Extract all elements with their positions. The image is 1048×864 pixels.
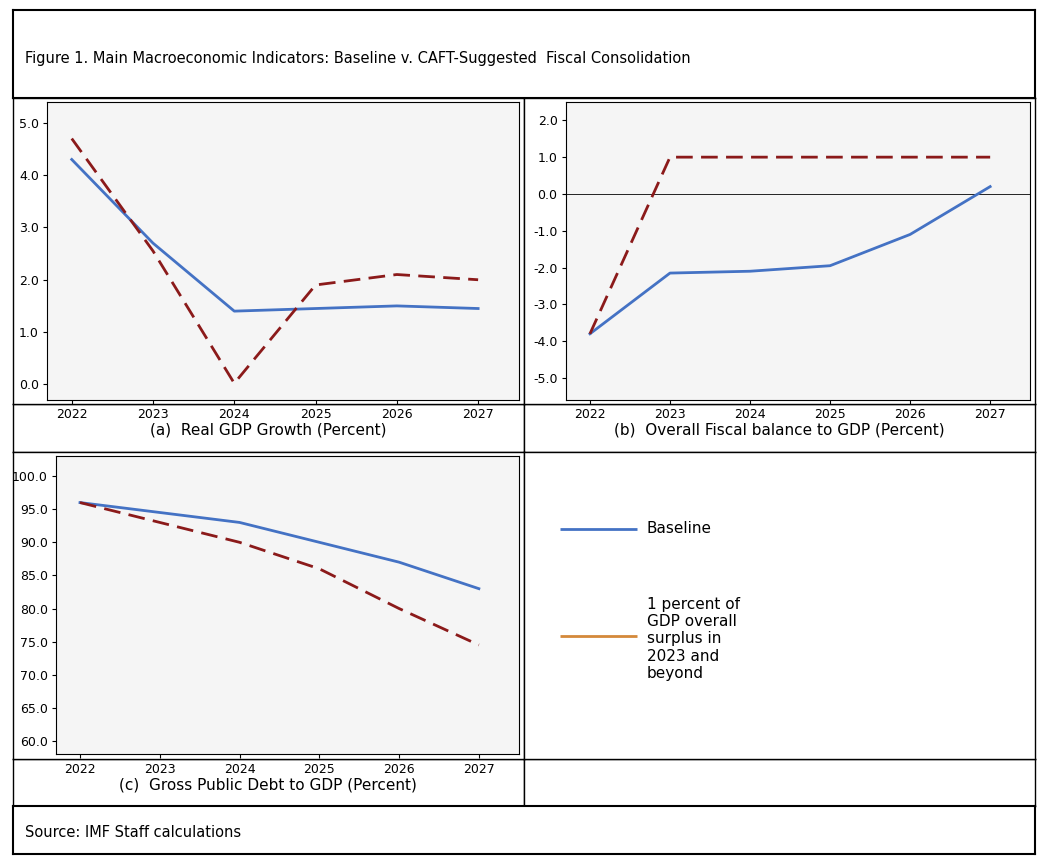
Text: Source: IMF Staff calculations: Source: IMF Staff calculations (25, 825, 241, 840)
Text: Baseline: Baseline (647, 521, 712, 536)
Text: 1 percent of
GDP overall
surplus in
2023 and
beyond: 1 percent of GDP overall surplus in 2023… (647, 597, 740, 682)
Text: (b)  Overall Fiscal balance to GDP (Percent): (b) Overall Fiscal balance to GDP (Perce… (614, 423, 945, 438)
Text: Figure 1. Main Macroeconomic Indicators: Baseline v. CAFT-Suggested  Fiscal Cons: Figure 1. Main Macroeconomic Indicators:… (25, 51, 691, 66)
Text: (a)  Real GDP Growth (Percent): (a) Real GDP Growth (Percent) (150, 423, 387, 438)
Text: (c)  Gross Public Debt to GDP (Percent): (c) Gross Public Debt to GDP (Percent) (119, 778, 417, 792)
